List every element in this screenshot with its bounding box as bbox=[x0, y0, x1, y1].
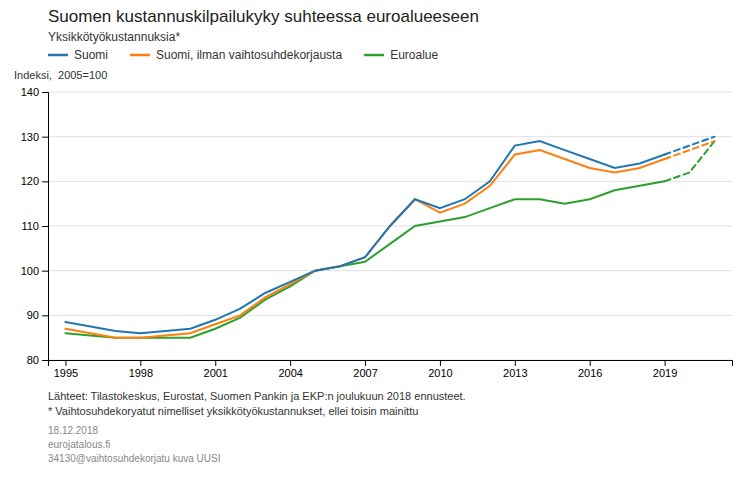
tick: 110 bbox=[21, 220, 48, 232]
tick: 90 bbox=[27, 309, 48, 321]
tick-mark bbox=[215, 360, 216, 366]
plot: 1995 1998 2001 2004 2007 2010 2013 2016 2019 80 90… bbox=[21, 86, 733, 379]
legend-label: Euroalue bbox=[390, 48, 438, 62]
tick-mark bbox=[290, 360, 291, 366]
line bbox=[65, 141, 664, 333]
y-axis: 80 90 100 110 120 130 140 bbox=[21, 86, 49, 366]
grid-line bbox=[48, 136, 732, 137]
footnote: * Vaihtosuhdekoryatut nimelliset yksikkö… bbox=[48, 405, 418, 417]
grid bbox=[48, 92, 732, 360]
tick-label: 80 bbox=[27, 354, 39, 366]
tick-label: 90 bbox=[27, 309, 39, 321]
title: Suomen kustannuskilpailukyky suhteessa e… bbox=[48, 7, 479, 26]
tick-label: 2007 bbox=[353, 367, 377, 379]
forecast-line bbox=[665, 141, 715, 159]
tick-label: 120 bbox=[21, 175, 39, 187]
legend-swatch bbox=[130, 54, 150, 57]
tick-label: 110 bbox=[21, 220, 39, 232]
tick-label: 1995 bbox=[54, 367, 78, 379]
tick-mark bbox=[590, 360, 591, 366]
tick: 2001 bbox=[204, 360, 228, 379]
forecast-line bbox=[665, 137, 715, 155]
tick: 2004 bbox=[278, 360, 302, 379]
tick-mark bbox=[665, 360, 666, 366]
tick-label: 2004 bbox=[278, 367, 302, 379]
legend-swatch bbox=[48, 54, 68, 57]
line bbox=[65, 181, 664, 337]
axis-line bbox=[42, 93, 49, 361]
axis-line bbox=[49, 361, 733, 367]
tick-mark bbox=[42, 360, 48, 361]
footnote: eurojatalous.fi bbox=[48, 439, 110, 450]
tick-label: 2010 bbox=[428, 367, 452, 379]
tick: 80 bbox=[27, 354, 48, 366]
tick-mark bbox=[365, 360, 366, 366]
tick-label: 2001 bbox=[204, 367, 228, 379]
tick: 2016 bbox=[578, 360, 602, 379]
tick: 2010 bbox=[428, 360, 452, 379]
tick-mark bbox=[440, 360, 441, 366]
tick-mark bbox=[42, 315, 48, 316]
tick-label: 1998 bbox=[129, 367, 153, 379]
footnote: Lähteet: Tilastokeskus, Eurostat, Suomen… bbox=[48, 390, 466, 402]
tick: 120 bbox=[21, 175, 48, 187]
legend-label: Suomi, ilman vaihtosuhdekorjausta bbox=[156, 48, 342, 62]
chart: Suomen kustannuskilpailukyky suhteessa e… bbox=[0, 0, 756, 495]
tick-label: 130 bbox=[21, 131, 39, 143]
tick-mark bbox=[42, 226, 48, 227]
tick: 2013 bbox=[503, 360, 527, 379]
grid-line bbox=[48, 270, 732, 271]
tick-mark bbox=[515, 360, 516, 366]
grid-line bbox=[48, 181, 732, 182]
tick: 2019 bbox=[653, 360, 677, 379]
tick-label: 2016 bbox=[578, 367, 602, 379]
legend-swatch bbox=[364, 54, 384, 57]
tick: 2007 bbox=[353, 360, 377, 379]
tick-label: 2013 bbox=[503, 367, 527, 379]
tick: 1998 bbox=[129, 360, 153, 379]
tick: 1995 bbox=[54, 360, 78, 379]
grid-line bbox=[48, 92, 732, 93]
footnote: 34130@vaihtosuhdekorjatu kuva UUSI bbox=[48, 453, 220, 464]
tick: 100 bbox=[21, 265, 48, 277]
tick-mark bbox=[42, 92, 48, 93]
tick-mark bbox=[42, 137, 48, 138]
tick-mark bbox=[140, 360, 141, 366]
tick-mark bbox=[65, 360, 66, 366]
x-axis: 1995 1998 2001 2004 2007 2010 2013 2016 2019 bbox=[49, 360, 733, 379]
footnote: 18.12.2018 bbox=[48, 425, 98, 436]
tick-mark bbox=[42, 181, 48, 182]
line bbox=[65, 150, 664, 338]
tick-label: 100 bbox=[21, 265, 39, 277]
tick-label: 140 bbox=[21, 86, 39, 98]
tick: 140 bbox=[21, 86, 48, 98]
grid-line bbox=[48, 315, 732, 316]
forecast-line bbox=[665, 141, 715, 181]
tick-mark bbox=[42, 271, 48, 272]
axis-title: Indeksi, 2005=100 bbox=[14, 69, 107, 81]
lines bbox=[65, 137, 714, 338]
footnotes: Lähteet: Tilastokeskus, Eurostat, Suomen… bbox=[48, 390, 466, 464]
subtitle: Yksikkötyökustannuksia* bbox=[48, 30, 180, 44]
legend-label: Suomi bbox=[74, 48, 108, 62]
tick-label: 2019 bbox=[653, 367, 677, 379]
tick: 130 bbox=[21, 131, 48, 143]
legend: Suomi Suomi, ilman vaihtosuhdekorjausta Eu… bbox=[48, 48, 438, 62]
